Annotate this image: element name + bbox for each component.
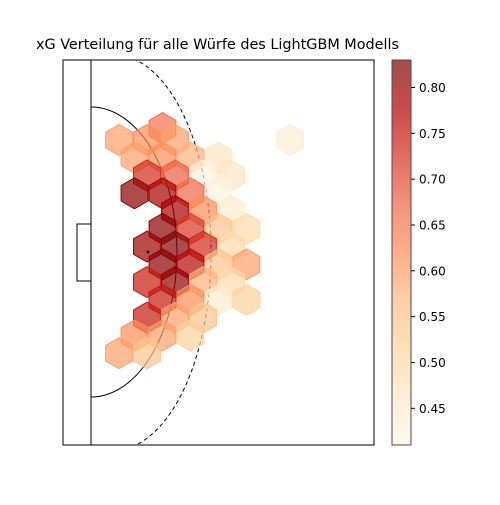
goal-area	[76, 223, 92, 282]
hexbin-cell	[133, 337, 161, 370]
colorbar: 0.45 0.50 0.55 0.60 0.65 0.70 0.75 0.80	[391, 59, 446, 446]
hexbin-cell	[120, 177, 149, 210]
chart-title: xG Verteilung für alle Würfe des LightGB…	[35, 37, 400, 53]
hexbin-cell	[232, 283, 261, 316]
hexbin-layer	[105, 112, 304, 370]
colorbar-tick-label: 0.55	[419, 310, 446, 324]
colorbar-tick-label: 0.50	[419, 356, 446, 370]
hexbin-cell	[276, 123, 304, 157]
colorbar-ticks: 0.45 0.50 0.55 0.60 0.65 0.70 0.75 0.80	[411, 81, 446, 416]
hexbin-cell	[105, 337, 133, 370]
colorbar-tick-label: 0.70	[419, 173, 446, 187]
colorbar-tick-label: 0.80	[419, 81, 446, 95]
colorbar-gradient	[391, 59, 412, 446]
hexbin-cell	[176, 319, 205, 352]
colorbar-tick-label: 0.60	[419, 264, 446, 278]
colorbar-tick-label: 0.45	[419, 402, 446, 416]
colorbar-tick-label: 0.75	[419, 127, 446, 141]
colorbar-tick-label: 0.65	[419, 219, 446, 233]
